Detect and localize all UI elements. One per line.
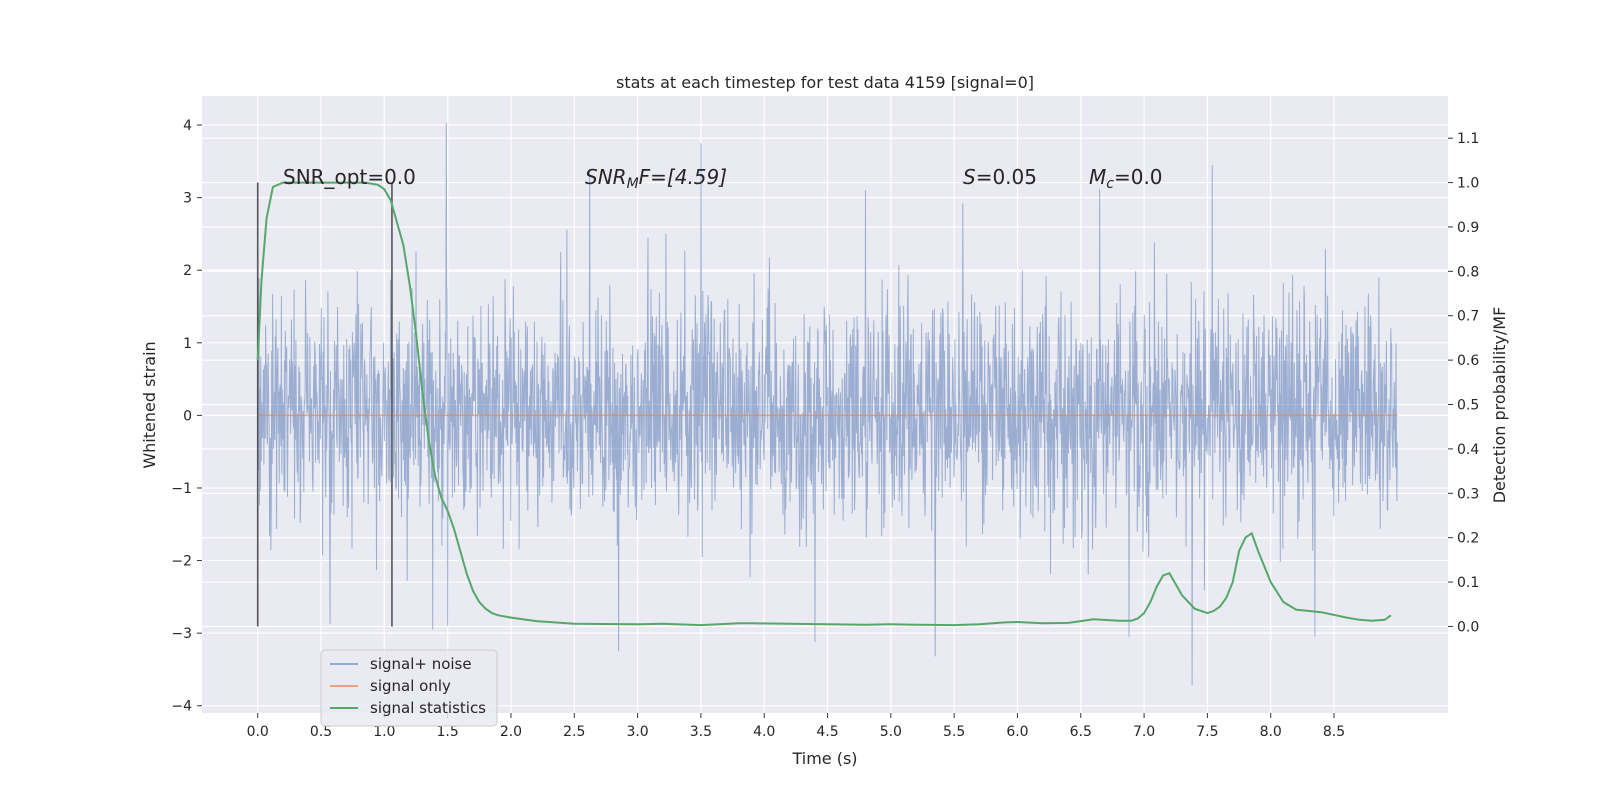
x-tick-label: 7.5 — [1196, 724, 1218, 740]
y-tick-label: 4 — [183, 118, 192, 134]
x-tick-label: 2.0 — [500, 724, 522, 740]
annotation-mc: Mc=0.0 — [1089, 165, 1163, 192]
vertical-markers — [256, 182, 393, 627]
y-tick-label: 2 — [183, 263, 192, 279]
legend-box — [320, 649, 498, 727]
y2-tick-label: 1.0 — [1457, 176, 1479, 192]
x-axis-label: Time (s) — [791, 749, 857, 768]
y2-tick-label: 0.9 — [1457, 220, 1479, 236]
annotation-snr-mf: SNRMF=[4.59] — [585, 165, 727, 192]
x-tick-label: 0.5 — [310, 724, 332, 740]
x-tick-label: 5.5 — [943, 724, 965, 740]
y2-tick-label: 0.3 — [1457, 486, 1479, 502]
y2-tick-label: 0.0 — [1457, 619, 1479, 635]
y2-tick-label: 0.4 — [1457, 442, 1479, 458]
annotation-snr-mf-base: SNR — [585, 165, 627, 189]
annotation-snr-mf-rest: F=[4.59] — [639, 165, 727, 189]
y2-tick-label: 0.2 — [1457, 531, 1479, 547]
x-tick-label: 4.0 — [753, 724, 775, 740]
y-tick-label: 1 — [183, 336, 192, 352]
annotation-mc-value: =0.0 — [1114, 165, 1163, 189]
x-axis-ticks: 0.0 0.5 1.0 1.5 2.0 2.5 3.0 3.5 4.0 4.5 5.0 5.5 6.0 6… — [247, 713, 1345, 740]
annotation-snr-opt: SNR_opt=0.0 — [283, 165, 416, 189]
x-tick-label: 8.0 — [1260, 724, 1282, 740]
legend-label-signal-only: signal only — [370, 677, 451, 695]
x-tick-label: 4.5 — [816, 724, 838, 740]
x-tick-label: 3.0 — [626, 724, 648, 740]
x-tick-label: 7.0 — [1133, 724, 1155, 740]
y-tick-label: 0 — [183, 408, 192, 424]
y-axis-ticks: 4 3 2 1 0 −1 −2 −3 −4 — [171, 118, 202, 715]
x-tick-label: 1.0 — [373, 724, 395, 740]
legend-label-signal-noise: signal+ noise — [370, 655, 472, 673]
x-tick-label: 1.5 — [437, 724, 459, 740]
y2-tick-label: 0.1 — [1457, 575, 1479, 591]
x-tick-label: 6.5 — [1070, 724, 1092, 740]
signal-statistics-line — [256, 181, 1392, 627]
x-tick-label: 8.5 — [1323, 724, 1345, 740]
y-tick-label: −1 — [171, 481, 192, 497]
x-tick-label: 3.5 — [690, 724, 712, 740]
x-tick-label: 0.0 — [247, 724, 269, 740]
y-axis-label: Whitened strain — [140, 341, 159, 468]
series-signal-noise — [257, 122, 1398, 686]
y2-tick-label: 1.1 — [1457, 131, 1479, 147]
x-tick-label: 5.0 — [880, 724, 902, 740]
y2-tick-label: 0.5 — [1457, 398, 1479, 414]
y2-axis-ticks: 1.1 1.0 0.9 0.8 0.7 0.6 0.5 0.4 0.3 0.2 0.1 0.0 — [1448, 131, 1479, 635]
y-tick-label: 3 — [183, 191, 192, 207]
y-tick-label: −2 — [171, 554, 192, 570]
annotation-s-value: =0.05 — [976, 165, 1037, 189]
chart-title: stats at each timestep for test data 415… — [616, 73, 1034, 92]
y2-tick-label: 0.8 — [1457, 264, 1479, 280]
annotation-snr-mf-sub: M — [627, 176, 639, 192]
legend-label-signal-statistics: signal statistics — [370, 699, 486, 717]
x-tick-label: 6.0 — [1006, 724, 1028, 740]
annotation-s: S=0.05 — [963, 165, 1037, 189]
y2-tick-label: 0.7 — [1457, 309, 1479, 325]
series-signal-statistics — [256, 181, 1392, 627]
annotation-s-symbol: S — [963, 165, 976, 189]
annotation-mc-sub: c — [1106, 176, 1114, 192]
annotation-mc-symbol: M — [1089, 165, 1106, 189]
y-tick-label: −4 — [171, 699, 192, 715]
legend: signal+ noise signal only signal statist… — [320, 649, 498, 727]
signal-noise-line — [257, 122, 1398, 686]
x-tick-label: 2.5 — [563, 724, 585, 740]
y2-tick-label: 0.6 — [1457, 353, 1479, 369]
y-tick-label: −3 — [171, 626, 192, 642]
y2-axis-label: Detection probability/MF — [1490, 307, 1509, 504]
